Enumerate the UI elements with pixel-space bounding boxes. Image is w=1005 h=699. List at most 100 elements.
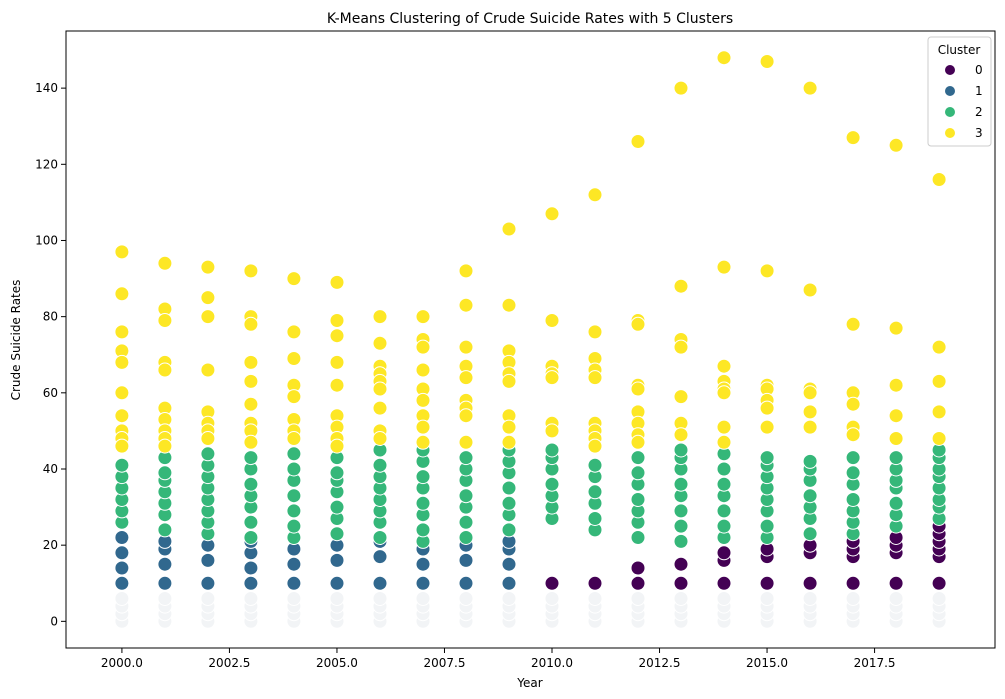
data-point [587, 370, 603, 386]
x-tick-label: 2002.5 [208, 656, 250, 670]
data-point [845, 316, 861, 332]
data-point [716, 503, 732, 519]
data-point [415, 495, 431, 511]
y-tick-label: 40 [43, 462, 58, 476]
data-point [157, 575, 173, 591]
data-point [501, 480, 517, 496]
y-tick-label: 20 [43, 538, 58, 552]
data-point [329, 465, 345, 481]
data-point [888, 495, 904, 511]
data-point [587, 484, 603, 500]
data-point [200, 446, 216, 462]
data-point [501, 419, 517, 435]
data-point [114, 408, 130, 424]
data-point [415, 575, 431, 591]
data-point [931, 404, 947, 420]
data-point [630, 381, 646, 397]
data-point [501, 522, 517, 538]
data-point [759, 591, 775, 606]
data-point [243, 591, 259, 606]
data-point [372, 381, 388, 397]
y-tick-label: 80 [43, 310, 58, 324]
data-point [716, 358, 732, 374]
data-point [931, 591, 947, 606]
y-tick-label: 60 [43, 386, 58, 400]
data-point [200, 362, 216, 378]
series-0 [544, 518, 947, 591]
data-point [157, 438, 173, 454]
data-point [114, 530, 130, 545]
data-point [630, 591, 646, 606]
data-point [286, 324, 302, 340]
data-point [544, 442, 560, 458]
data-point [458, 450, 474, 466]
data-point [415, 419, 431, 435]
data-point [673, 427, 689, 443]
data-point [286, 271, 302, 287]
data-point [716, 545, 732, 561]
legend-label: 2 [975, 105, 983, 119]
legend-title: Cluster [938, 43, 981, 57]
x-axis: 2000.0 2002.5 2005.0 2007.5 2010.0 2012.5 2015… [101, 648, 896, 670]
data-point [458, 514, 474, 530]
data-point [372, 309, 388, 325]
data-point [630, 492, 646, 507]
data-point [759, 419, 775, 435]
data-point [415, 556, 431, 572]
data-point [458, 591, 474, 606]
data-point [673, 533, 689, 549]
data-point [415, 522, 431, 538]
data-point [716, 591, 732, 606]
data-point [329, 526, 345, 542]
data-point [802, 80, 818, 96]
data-point [243, 575, 259, 591]
data-point [243, 373, 259, 389]
x-tick-label: 2007.5 [423, 656, 465, 670]
data-point [630, 434, 646, 450]
data-point [415, 469, 431, 485]
data-point [716, 518, 732, 534]
x-tick-label: 2017.5 [854, 656, 896, 670]
data-point [458, 297, 474, 313]
data-point [415, 392, 431, 408]
data-point [931, 339, 947, 355]
data-point [458, 530, 474, 545]
legend: Cluster 0 1 2 3 [927, 36, 992, 147]
data-point [329, 274, 345, 290]
data-point [931, 373, 947, 389]
data-point [759, 518, 775, 534]
data-point [243, 530, 259, 545]
data-point [673, 518, 689, 534]
data-point [587, 591, 603, 606]
data-point [114, 324, 130, 340]
data-point [114, 354, 130, 370]
data-point [802, 385, 818, 401]
data-point [243, 354, 259, 370]
data-point [759, 575, 775, 591]
data-point [931, 431, 947, 446]
data-point [802, 526, 818, 542]
data-point [286, 575, 302, 591]
data-point [286, 431, 302, 446]
data-point [200, 591, 216, 606]
legend-marker [945, 128, 955, 138]
data-point [716, 461, 732, 477]
data-point [157, 465, 173, 481]
data-point [114, 286, 130, 302]
data-point [888, 320, 904, 336]
data-point [501, 373, 517, 389]
data-point [587, 187, 603, 203]
data-point [372, 400, 388, 416]
data-point [501, 297, 517, 313]
data-point [673, 278, 689, 294]
data-point [544, 476, 560, 492]
data-point [372, 335, 388, 351]
y-axis: 0 20 40 60 80 100 120 140 [35, 81, 66, 628]
data-point [458, 488, 474, 504]
data-point [587, 457, 603, 473]
data-point [372, 591, 388, 606]
axes-frame [65, 30, 996, 649]
series-3 [114, 50, 947, 454]
data-point [243, 396, 259, 412]
